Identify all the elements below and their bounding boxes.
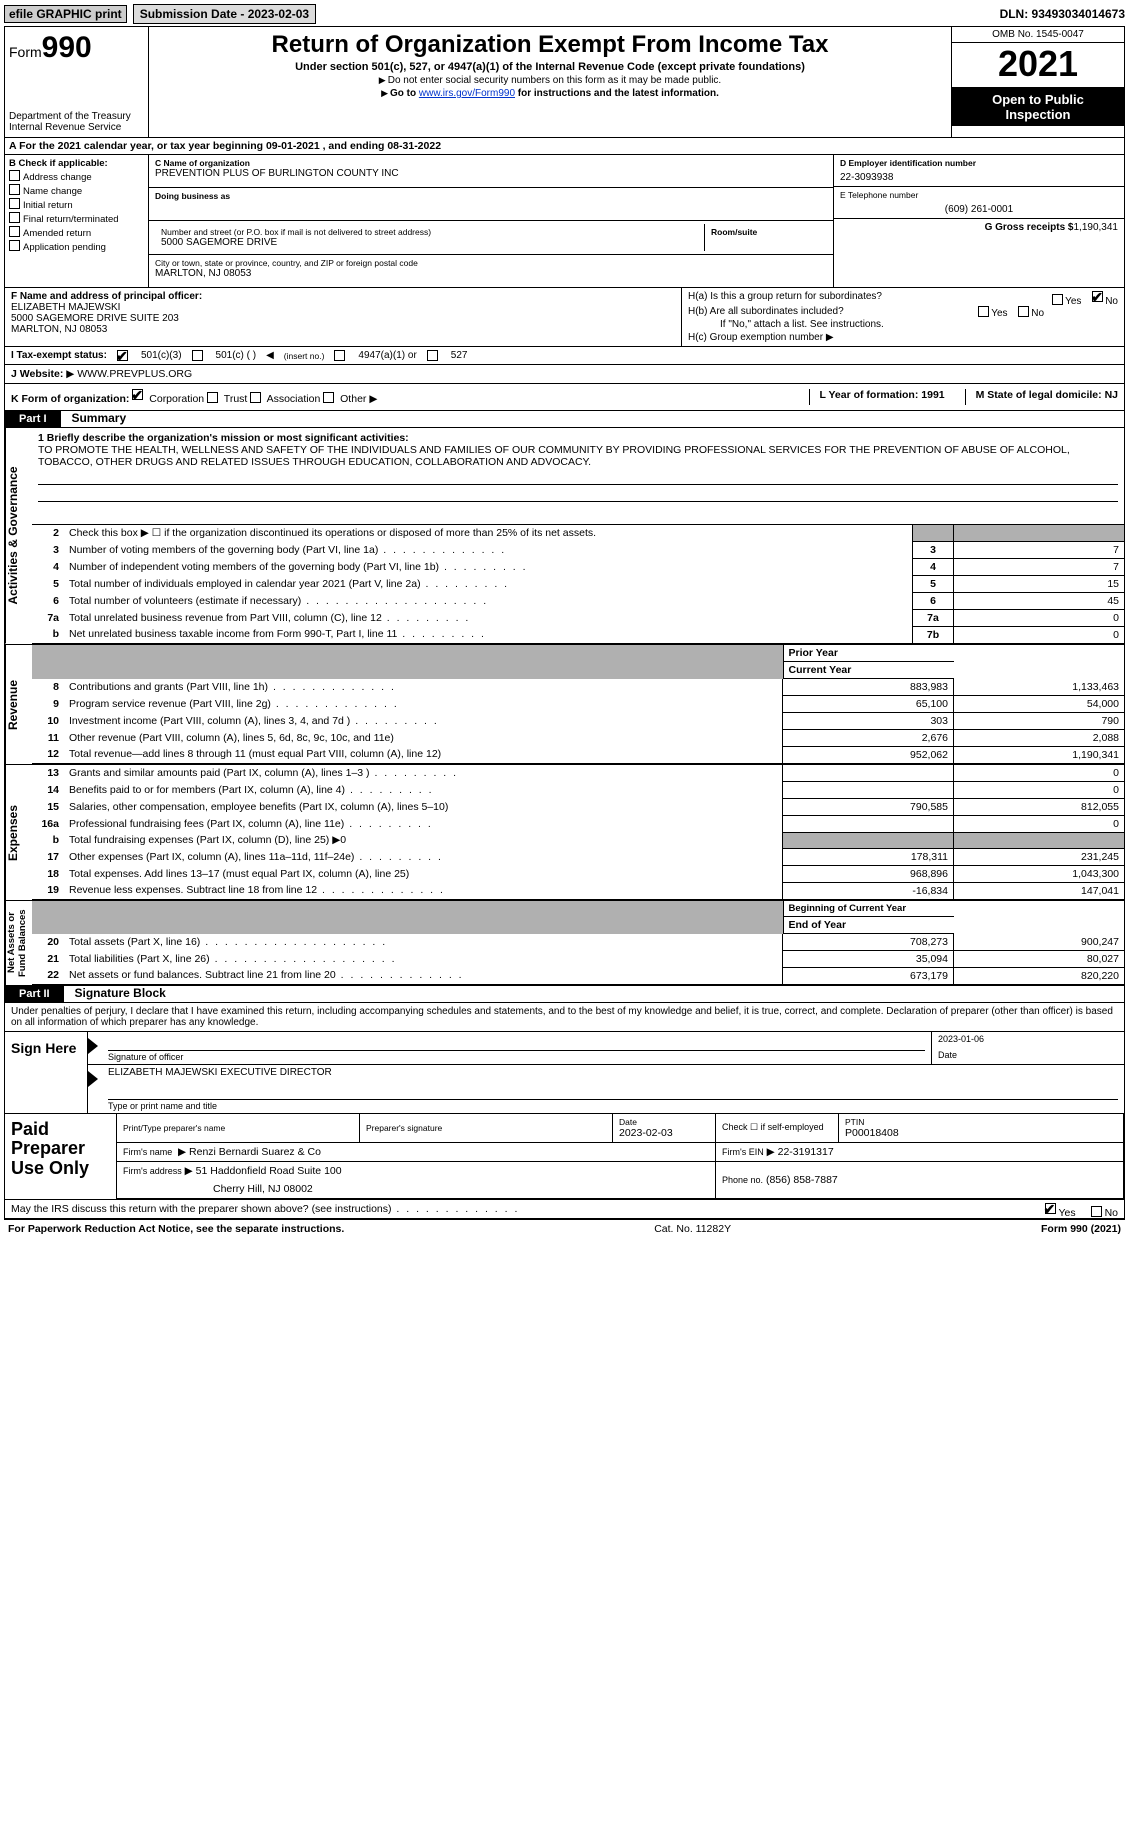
chk-address-change[interactable] [9,170,20,181]
firm-address-l2: Cherry Hill, NJ 08002 [123,1183,709,1195]
org-name-row: C Name of organization PREVENTION PLUS O… [149,155,833,188]
net-assets-table: Beginning of Current YearEnd of Year 20T… [32,901,1124,985]
part2-title: Signature Block [67,986,166,1000]
side-net-assets: Net Assets orFund Balances [5,901,32,985]
phone-row: E Telephone number (609) 261-0001 [834,187,1124,219]
ssn-note: Do not enter social security numbers on … [155,75,945,86]
governance-table: 2Check this box ▶ ☐ if the organization … [32,525,1124,644]
dba-row: Doing business as [149,188,833,221]
gross-receipts-row: G Gross receipts $1,190,341 [834,219,1124,236]
chk-initial-return[interactable] [9,198,20,209]
irs-link[interactable]: www.irs.gov/Form990 [419,88,515,99]
chk-501c[interactable] [192,350,203,361]
sig-date-value: 2023-01-06 [938,1034,1118,1050]
goto-note: Go to www.irs.gov/Form990 for instructio… [155,88,945,99]
phone-value: (609) 261-0001 [840,204,1118,215]
principal-officer: F Name and address of principal officer:… [5,288,682,346]
line-a-tax-year: A For the 2021 calendar year, or tax yea… [5,138,1124,155]
firm-name: Renzi Bernardi Suarez & Co [189,1146,321,1158]
part2-tag: Part II [5,986,64,1002]
form-footer: Form 990 (2021) [1041,1223,1121,1235]
chk-amended-return[interactable] [9,226,20,237]
ptin-value: P00018408 [845,1127,899,1139]
state-domicile: M State of legal domicile: NJ [965,389,1118,405]
return-subtitle: Under section 501(c), 527, or 4947(a)(1)… [155,61,945,73]
discuss-yes[interactable] [1045,1203,1056,1214]
tax-exempt-status: I Tax-exempt status: 501(c)(3) 501(c) ( … [5,347,1124,365]
chk-name-change[interactable] [9,184,20,195]
firm-ein: 22-3191317 [778,1146,834,1158]
h-a-no[interactable] [1092,291,1103,302]
chk-other[interactable] [323,392,334,403]
self-employed-check[interactable]: Check ☐ if self-employed [715,1114,838,1143]
h-b-yes[interactable] [978,306,989,317]
officer-name-title: ELIZABETH MAJEWSKI EXECUTIVE DIRECTOR [108,1067,1118,1083]
expenses-table: 13Grants and similar amounts paid (Part … [32,765,1124,900]
chk-527[interactable] [427,350,438,361]
tax-year: 2021 [952,43,1124,88]
side-expenses: Expenses [5,765,32,900]
may-irs-discuss: May the IRS discuss this return with the… [5,1200,1124,1219]
form-of-org-row: K Form of organization: Corporation Trus… [5,384,1124,411]
return-title: Return of Organization Exempt From Incom… [155,31,945,59]
submission-date-button[interactable]: Submission Date - 2023-02-03 [133,4,316,24]
discuss-no[interactable] [1091,1206,1102,1217]
efile-topbar: efile GRAPHIC print Submission Date - 20… [4,4,1125,24]
page-footer: For Paperwork Reduction Act Notice, see … [4,1220,1125,1238]
firm-address-l1: 51 Haddonfield Road Suite 100 [196,1165,342,1177]
form-header: Form990 Department of the Treasury Inter… [5,27,1124,138]
penalties-text: Under penalties of perjury, I declare th… [5,1003,1124,1032]
open-to-public: Open to PublicInspection [952,88,1124,126]
mission-text: TO PROMOTE THE HEALTH, WELLNESS AND SAFE… [38,444,1070,468]
sign-here-block: Sign Here Signature of officer 2023-01-0… [5,1032,1124,1114]
chk-application-pending[interactable] [9,240,20,251]
cat-no: Cat. No. 11282Y [654,1223,731,1235]
form-number: Form990 [9,31,144,65]
chk-final-return[interactable] [9,212,20,223]
chk-trust[interactable] [207,392,218,403]
mission-block: 1 Briefly describe the organization's mi… [32,428,1124,525]
part1-tag: Part I [5,411,61,427]
year-formation: L Year of formation: 1991 [809,389,945,405]
omb-number: OMB No. 1545-0047 [952,27,1124,43]
sign-arrow-icon [88,1038,98,1054]
side-revenue: Revenue [5,645,32,764]
ein-value: 22-3093938 [840,172,1118,183]
section-b-checkboxes: B Check if applicable: Address change Na… [5,155,149,287]
h-b-no[interactable] [1018,306,1029,317]
efile-graphic-tag: efile GRAPHIC print [4,5,127,23]
website-row: J Website: ▶ WWW.PREVPLUS.ORG [5,365,1124,384]
side-activities-governance: Activities & Governance [5,428,32,644]
gross-receipts: 1,190,341 [1074,222,1119,233]
preparer-date: 2023-02-03 [619,1127,673,1139]
chk-4947[interactable] [334,350,345,361]
part1-title: Summary [63,411,126,425]
section-h: H(a) Is this a group return for subordin… [682,288,1124,346]
website-url: WWW.PREVPLUS.ORG [77,368,192,380]
paperwork-notice: For Paperwork Reduction Act Notice, see … [8,1223,344,1235]
dln-label: DLN: 93493034014673 [1000,7,1125,21]
city-state-zip: MARLTON, NJ 08053 [155,268,251,279]
chk-corporation[interactable] [132,389,143,400]
org-name: PREVENTION PLUS OF BURLINGTON COUNTY INC [155,168,399,179]
signature-line[interactable] [108,1050,925,1052]
revenue-table: Prior YearCurrent Year 8Contributions an… [32,645,1124,764]
name-arrow-icon [88,1071,98,1087]
chk-501c3[interactable] [117,350,128,361]
firm-phone: (856) 858-7887 [766,1174,838,1186]
city-row: City or town, state or province, country… [149,255,833,287]
h-a-yes[interactable] [1052,294,1063,305]
chk-association[interactable] [250,392,261,403]
room-suite: Room/suite [705,224,827,251]
street-row: Number and street (or P.O. box if mail i… [149,221,833,255]
dept-treasury: Department of the Treasury [9,111,144,122]
irs-label: Internal Revenue Service [9,122,144,133]
ein-row: D Employer identification number 22-3093… [834,155,1124,187]
paid-preparer-block: Paid Preparer Use Only Print/Type prepar… [5,1114,1124,1200]
street-address: 5000 SAGEMORE DRIVE [161,237,277,248]
